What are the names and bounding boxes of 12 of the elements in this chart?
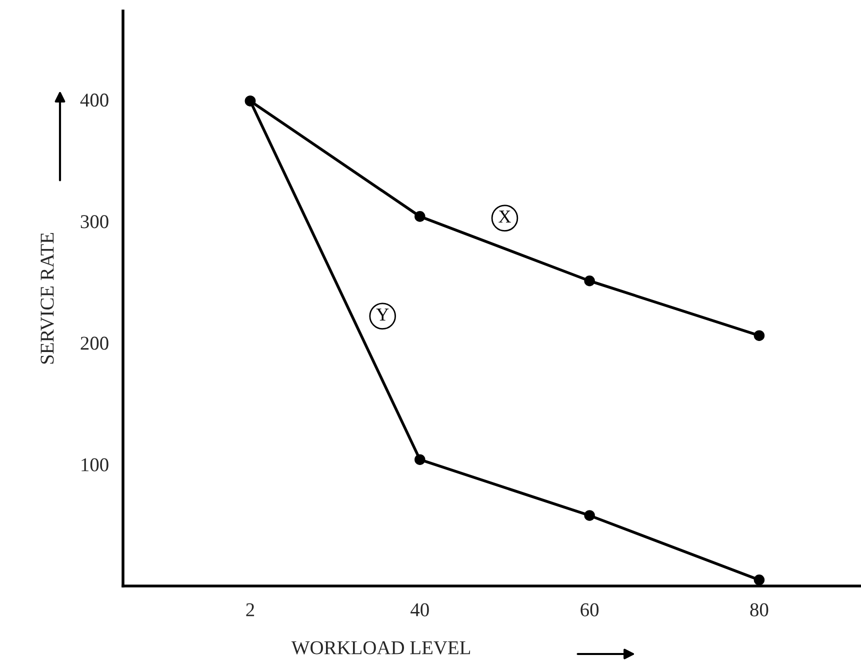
- y-axis-title: SERVICE RATE: [40, 233, 54, 364]
- series-label: X: [498, 210, 511, 222]
- y-tick-label: 100: [82, 458, 108, 472]
- y-tick-label: 200: [80, 336, 108, 350]
- x-tick-label: 60: [580, 603, 599, 616]
- y-tick-label: 300: [80, 215, 108, 228]
- y-tick-label: 400: [80, 94, 108, 107]
- x-tick-label: 80: [750, 603, 768, 616]
- x-tick-label: 2: [246, 603, 254, 616]
- x-tick-label: 40: [410, 603, 429, 616]
- series-label: Y: [376, 308, 389, 320]
- x-axis-title: WORKLOAD LEVEL: [291, 641, 470, 654]
